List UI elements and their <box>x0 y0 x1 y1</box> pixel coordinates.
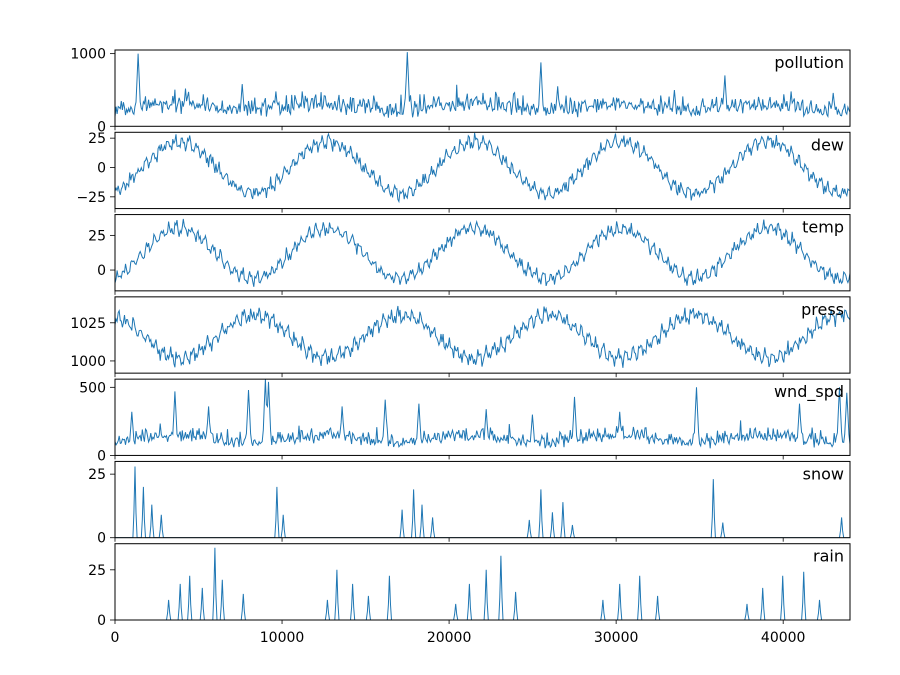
xtick-label: 40000 <box>761 630 806 646</box>
panel-frame <box>115 544 850 620</box>
series-snow <box>115 467 850 538</box>
ytick-label: 25 <box>88 563 106 579</box>
panel-title-press: press <box>801 300 844 319</box>
panel-snow: 0 25 snow <box>88 461 850 546</box>
series-press <box>115 306 850 368</box>
ytick-label: −25 <box>76 190 106 206</box>
series-pollution <box>115 52 850 118</box>
panel-frame <box>115 50 850 126</box>
panel-frame <box>115 297 850 373</box>
panel-frame <box>115 215 850 291</box>
xtick-label: 0 <box>111 630 120 646</box>
series-wnd_spd <box>115 379 850 448</box>
ytick-label: 0 <box>97 160 106 176</box>
panel-title-pollution: pollution <box>774 53 844 72</box>
xtick-label: 10000 <box>260 630 305 646</box>
ytick-label: 1025 <box>70 316 106 332</box>
ytick-label: 0 <box>97 613 106 629</box>
ytick-label: 25 <box>88 131 106 147</box>
panel-title-snow: snow <box>803 464 844 483</box>
figure-svg: 0 1000 pollution −25 0 25 dew 0 25 temp 1000 1025 pr… <box>0 0 900 675</box>
xtick-label: 20000 <box>427 630 472 646</box>
ytick-label: 0 <box>97 448 106 464</box>
series-temp <box>115 219 850 287</box>
panel-title-rain: rain <box>813 547 844 566</box>
ytick-label: 0 <box>97 263 106 279</box>
panel-title-wnd_spd: wnd_spd <box>774 382 844 402</box>
ytick-label: 1000 <box>70 354 106 370</box>
xtick-label: 30000 <box>594 630 639 646</box>
ytick-label: 0 <box>97 531 106 547</box>
panel-temp: 0 25 temp <box>88 215 850 295</box>
series-dew <box>115 133 850 202</box>
ytick-label: 25 <box>88 228 106 244</box>
ytick-label: 1000 <box>70 47 106 63</box>
panel-title-temp: temp <box>802 218 844 237</box>
timeseries-multipanel: { "figure": { "width": 900, "height": 67… <box>0 0 900 675</box>
ytick-label: 500 <box>79 380 106 396</box>
panel-rain: 0 25 0 10000 20000 30000 40000 rain <box>88 544 850 646</box>
panel-dew: −25 0 25 dew <box>76 131 850 212</box>
series-rain <box>115 548 850 620</box>
panel-frame <box>115 132 850 208</box>
panel-pollution: 01000pollution <box>70 47 850 136</box>
panel-frame <box>115 461 850 537</box>
panel-press: 1000 1025 press <box>70 297 850 377</box>
panel-wnd_spd: 0 500 wnd_spd <box>79 379 850 464</box>
panel-title-dew: dew <box>811 135 844 154</box>
ytick-label: 25 <box>88 467 106 483</box>
